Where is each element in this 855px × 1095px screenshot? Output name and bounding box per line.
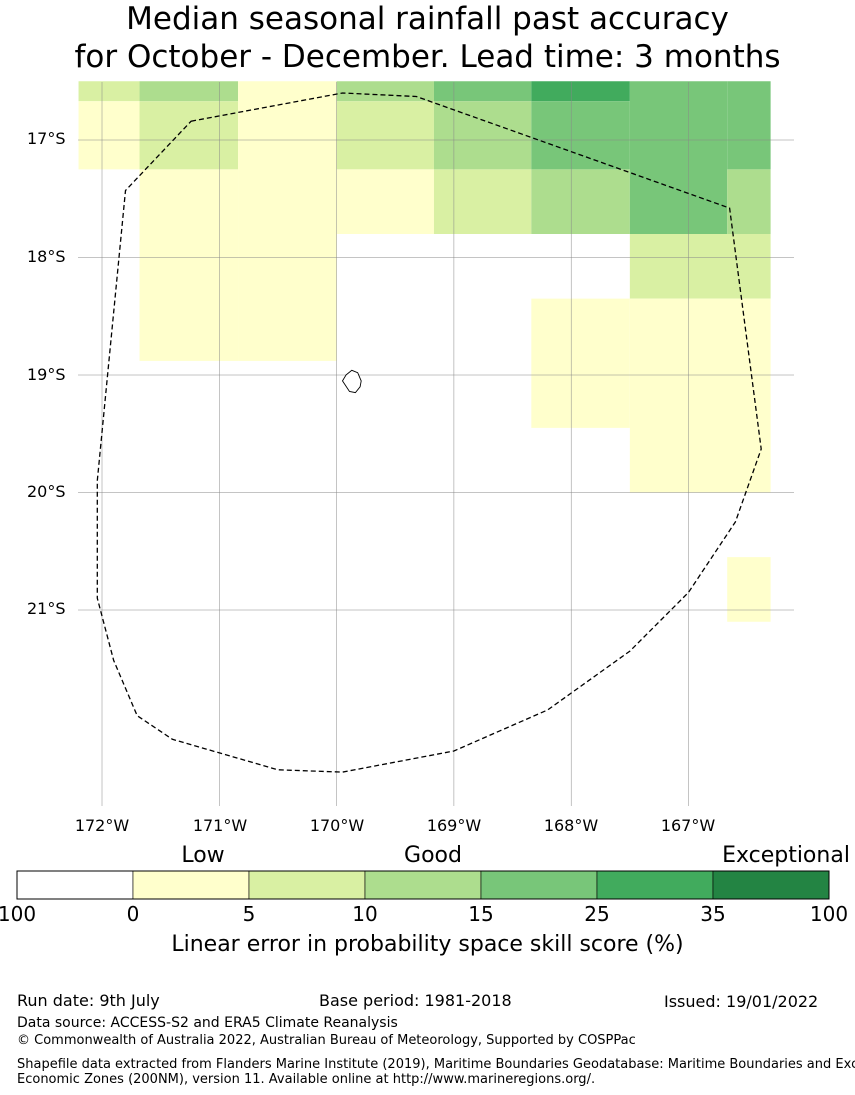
skill-grid-cell <box>531 81 630 102</box>
colorbar-frame <box>16 870 830 900</box>
lat-label-20s: 20°S <box>27 482 66 501</box>
map-title: Median seasonal rainfall past accuracy f… <box>0 0 855 76</box>
skill-grid-cell <box>629 81 728 234</box>
lon-label-168w: 168°W <box>543 816 599 835</box>
skill-grid-cell <box>531 298 630 428</box>
issued-date: Issued: 19/01/2022 <box>664 992 819 1011</box>
skill-grid-cell <box>139 81 239 102</box>
skill-grid-cell <box>336 101 434 170</box>
colorbar-bin <box>16 870 134 900</box>
colorbar-tick: 5 <box>242 902 256 926</box>
lat-label-18s: 18°S <box>27 247 66 266</box>
skill-grid-cell <box>433 81 532 102</box>
colorbar-bin <box>596 870 714 900</box>
lon-label-171w: 171°W <box>192 816 248 835</box>
skill-grid-cell <box>336 81 434 102</box>
map-gridlines <box>78 82 794 806</box>
skill-grid-cell <box>78 101 140 170</box>
colorbar-tick: 15 <box>468 902 494 926</box>
legend-category-low: Low <box>181 843 225 868</box>
skill-grid-cell <box>727 169 771 234</box>
colorbar-bin <box>248 870 366 900</box>
lon-label-169w: 169°W <box>426 816 482 835</box>
colorbar-bins <box>16 870 830 900</box>
lon-label-172w: 172°W <box>74 816 130 835</box>
legend-category-exceptional: Exceptional <box>722 843 850 868</box>
map-title-line-2: for October - December. Lead time: 3 mon… <box>74 39 781 75</box>
colorbar-bin <box>132 870 250 900</box>
shapefile-credit-line-2: Economic Zones (200NM), version 11. Avai… <box>17 1072 596 1087</box>
colorbar-bin <box>480 870 598 900</box>
skill-grid-cell <box>139 169 239 361</box>
colorbar-tick: 10 <box>352 902 378 926</box>
base-period: Base period: 1981-2018 <box>319 991 512 1010</box>
colorbar-bin <box>712 870 830 900</box>
copyright-notice: © Commonwealth of Australia 2022, Austra… <box>17 1033 636 1048</box>
skill-grid-cell <box>433 101 532 170</box>
colorbar-tick: 0 <box>126 902 140 926</box>
skill-grid-cell <box>78 81 140 102</box>
data-source: Data source: ACCESS-S2 and ERA5 Climate … <box>17 1015 398 1031</box>
lat-label-21s: 21°S <box>27 599 66 618</box>
lon-label-167w: 167°W <box>660 816 716 835</box>
rainfall-skill-map <box>78 81 794 806</box>
skill-grid-cell <box>238 81 337 361</box>
map-title-line-1: Median seasonal rainfall past accuracy <box>126 1 729 37</box>
skill-grid-cell <box>727 81 771 170</box>
skill-grid-cell <box>433 169 532 234</box>
skill-grid-cell <box>727 557 771 622</box>
lat-label-17s: 17°S <box>27 129 66 148</box>
skill-grid-cells <box>78 81 771 622</box>
skill-grid-cell <box>336 169 434 234</box>
colorbar-tick: 25 <box>584 902 610 926</box>
legend-category-good: Good <box>404 843 462 868</box>
colorbar-bin <box>364 870 482 900</box>
lat-label-19s: 19°S <box>27 365 66 384</box>
colorbar-tick: 35 <box>700 902 726 926</box>
skill-grid-cell <box>531 169 630 234</box>
skill-grid-cell <box>531 101 630 170</box>
shapefile-credit-line-1: Shapefile data extracted from Flanders M… <box>17 1057 855 1072</box>
lon-label-170w: 170°W <box>309 816 365 835</box>
colorbar-tick: 100 <box>809 902 849 926</box>
skill-grid-cell <box>139 101 239 170</box>
eez-boundary <box>96 92 762 773</box>
colorbar-tick: 100 <box>0 902 37 926</box>
run-date: Run date: 9th July <box>17 991 160 1010</box>
skill-grid-cell <box>629 298 771 493</box>
colorbar-label: Linear error in probability space skill … <box>171 932 684 957</box>
niue-island-outline <box>341 369 362 394</box>
skill-grid-cell <box>629 234 771 299</box>
